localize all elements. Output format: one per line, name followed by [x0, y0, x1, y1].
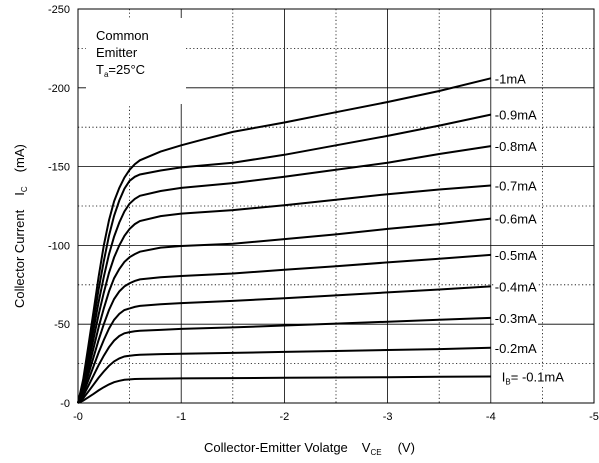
curve-label-backdrop: [493, 211, 539, 227]
curve-label--0.6mA: -0.6mA: [495, 212, 537, 227]
x-tick-label: -3: [383, 411, 393, 423]
curve-label-backdrop: [493, 247, 539, 263]
curve-label--0.9mA: -0.9mA: [495, 108, 537, 123]
x-axis-title: Collector-Emitter Volatge VCE (V): [204, 440, 415, 457]
curve-label-backdrop: [493, 279, 539, 295]
curve-label-backdrop: [493, 71, 528, 87]
curve-label-backdrop: [493, 139, 539, 155]
curve-label-value: = -0.1mA: [511, 370, 564, 385]
annotation-t-sub: a: [104, 70, 109, 79]
curve-label--0.5mA: -0.5mA: [495, 248, 537, 263]
annotation-line-1: Common: [96, 28, 149, 43]
y-axis-title-text: Collector Current: [12, 209, 27, 308]
annotation-t-value: =25°C: [108, 62, 145, 77]
curve-label-sub: B: [505, 378, 510, 387]
curve--0.9mA: [77, 113, 492, 404]
major-grid: [78, 9, 594, 403]
curve-label--0.4mA: -0.4mA: [495, 279, 537, 294]
curve--0.1mA: [77, 375, 491, 404]
x-tick-labels: -0 -1 -2 -3 -4 -5: [73, 411, 599, 423]
curve-label-backdrop: [493, 310, 539, 326]
x-tick-label: -1: [176, 411, 186, 423]
curve--0.4mA: [77, 285, 491, 404]
curve-label--0.2mA: -0.2mA: [495, 341, 537, 356]
y-tick-label: -250: [48, 4, 70, 16]
y-axis-unit: (mA): [12, 144, 27, 172]
curve-label--1mA: -1mA: [495, 71, 526, 86]
curve-label--0.1mA: IB= -0.1mA: [502, 370, 564, 387]
curve--0.7mA: [77, 184, 491, 404]
y-tick-label: -0: [60, 398, 70, 410]
curve-label-backdrop: [493, 107, 539, 123]
x-axis-unit: (V): [398, 440, 415, 455]
y-tick-label: -50: [54, 319, 70, 331]
y-axis-symbol: I: [12, 192, 27, 196]
annotation-line-3: Ta=25°C: [96, 62, 145, 79]
curves: [77, 77, 492, 404]
x-axis-symbol: V: [362, 440, 371, 455]
curve-label-symbol: I: [502, 370, 506, 385]
curve-label-backdrop: [493, 178, 539, 194]
curve-label-backdrop: [493, 340, 539, 356]
curve--0.6mA: [77, 217, 491, 404]
annotation-box: [86, 18, 186, 104]
curve--0.2mA: [77, 346, 491, 404]
curve-label--0.7mA: -0.7mA: [495, 179, 537, 194]
plot-frame: [77, 8, 595, 404]
curve--1mA: [77, 77, 492, 404]
x-tick-label: -5: [589, 411, 599, 423]
curve-label--0.3mA: -0.3mA: [495, 311, 537, 326]
annotation-t-symbol: T: [96, 62, 104, 77]
x-axis-title-text: Collector-Emitter Volatge: [204, 440, 348, 455]
y-tick-label: -200: [48, 83, 70, 95]
y-tick-labels: -0 -50 -100 -150 -200 -250: [48, 4, 70, 410]
curve-labels: IB= -0.1mA -0.2mA -0.3mA -0.4mA -0.5mA -0.6mA…: [493, 71, 566, 387]
y-axis-title: Collector Current IC (mA): [12, 144, 29, 308]
annotation-line-2: Emitter: [96, 45, 138, 60]
y-tick-label: -150: [48, 162, 70, 174]
x-tick-label: -0: [73, 411, 83, 423]
y-axis-symbol-sub: C: [20, 186, 29, 192]
x-tick-label: -2: [280, 411, 290, 423]
curve--0.5mA: [77, 253, 491, 404]
x-axis-symbol-sub: CE: [370, 448, 381, 457]
curve-label--0.8mA: -0.8mA: [495, 139, 537, 154]
curve--0.8mA: [77, 145, 491, 404]
x-tick-label: -4: [486, 411, 496, 423]
curve-label-backdrop: [500, 369, 566, 387]
curve--0.3mA: [77, 316, 491, 404]
y-tick-label: -100: [48, 240, 70, 252]
